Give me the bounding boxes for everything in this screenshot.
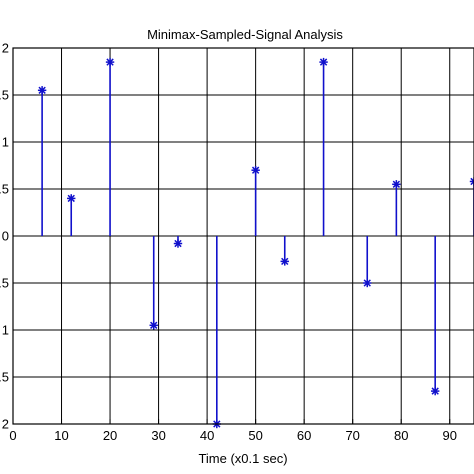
x-tick-label: 60 (297, 428, 311, 443)
star-marker (149, 321, 158, 330)
star-marker (173, 239, 183, 248)
x-tick-label: 80 (394, 428, 408, 443)
y-tick-label: 2 (2, 41, 9, 56)
stem-point (469, 177, 474, 236)
y-tick-label: 0 (2, 229, 9, 244)
x-tick-label: 90 (443, 428, 457, 443)
stem-point (251, 166, 260, 236)
y-tick-label: 1 (2, 323, 9, 338)
star-marker (37, 86, 47, 95)
y-tick-label: 1 (2, 135, 9, 150)
star-marker (363, 278, 372, 288)
y-tick-label: .5 (0, 370, 9, 385)
star-marker (280, 257, 289, 266)
stem-point (67, 194, 76, 236)
stem-point (392, 180, 401, 236)
x-tick-label: 10 (54, 428, 68, 443)
stem-point (363, 236, 372, 288)
x-tick-label: 70 (345, 428, 359, 443)
stem-point (173, 236, 183, 248)
x-tick-labels: 0 10 20 30 40 50 60 70 80 90 (9, 428, 457, 443)
x-tick-label: 50 (248, 428, 262, 443)
star-marker (319, 57, 328, 67)
x-axis-label: Time (x0.1 sec) (198, 451, 287, 466)
stem-point (212, 236, 222, 429)
plot-frame (12, 47, 474, 425)
stem-point (105, 57, 115, 236)
stem-point (37, 86, 47, 236)
star-marker (392, 180, 401, 189)
axes-frame (12, 47, 474, 425)
y-tick-label: .5 (0, 182, 9, 197)
chart-title: Minimax-Sampled-Signal Analysis (147, 27, 343, 42)
star-marker (430, 386, 440, 396)
x-tick-label: 30 (151, 428, 165, 443)
x-tick-label: 0 (9, 428, 16, 443)
y-tick-label: .5 (0, 276, 9, 291)
y-tick-labels: 2 .5 1 .5 0 .5 1 .5 2 (0, 41, 9, 432)
x-tick-label: 40 (200, 428, 214, 443)
stem-point (319, 57, 328, 236)
y-tick-label: 2 (2, 417, 9, 432)
star-marker (251, 166, 260, 175)
grid-lines (13, 48, 474, 424)
star-marker (105, 57, 115, 67)
stem-point (149, 236, 158, 330)
y-tick-label: .5 (0, 88, 9, 103)
stem-series (37, 57, 474, 429)
stem-point (280, 236, 289, 266)
x-tick-label: 20 (103, 428, 117, 443)
star-marker (469, 177, 474, 186)
stem-point (430, 236, 440, 396)
star-marker (67, 194, 76, 203)
